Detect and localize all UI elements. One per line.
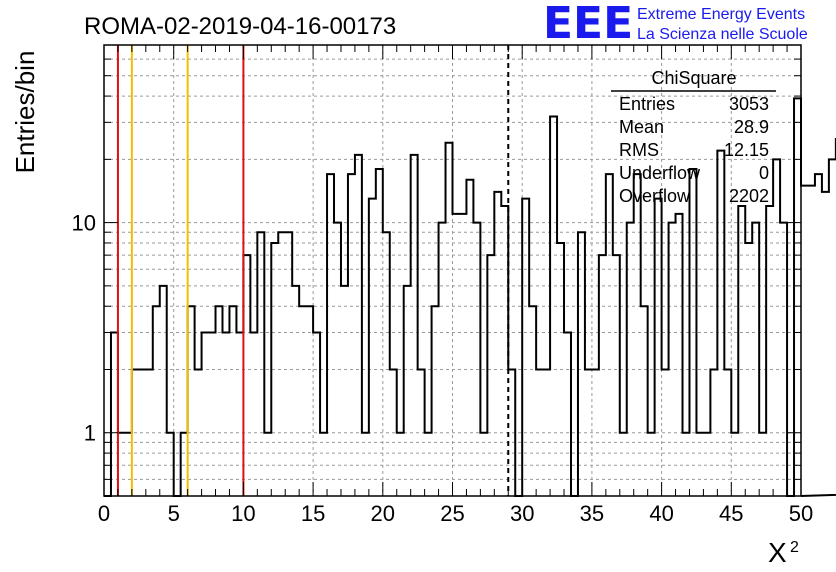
y-tick-labels: 1 10 [72, 211, 96, 446]
stats-label: Underflow [619, 163, 701, 183]
x-tick-label: 25 [440, 501, 464, 526]
stats-value: 28.9 [734, 117, 769, 137]
histogram-bars [104, 97, 836, 497]
stats-label: Entries [619, 94, 675, 114]
x-tick-label: 10 [231, 501, 255, 526]
cut-lines [116, 45, 510, 496]
stats-label: Overflow [619, 186, 691, 206]
stats-value: 12.15 [724, 140, 769, 160]
chart-title: ROMA-02-2019-04-16-00173 [84, 13, 396, 40]
x-tick-labels: 0 5 10 15 20 25 30 35 40 45 50 [98, 501, 813, 526]
y-axis-label: Entries/bin [10, 51, 40, 174]
x-axis-label: X [768, 537, 787, 568]
x-tick-label: 5 [168, 501, 180, 526]
x-tick-label: 50 [789, 501, 813, 526]
stats-label: Mean [619, 117, 664, 137]
stats-value: 2202 [729, 186, 769, 206]
eee-logo: EEE Extreme Energy Events La Scienza nel… [543, 0, 808, 49]
x-tick-label: 35 [580, 501, 604, 526]
histogram-outline [104, 97, 836, 497]
axis-ticks [103, 45, 802, 496]
x-tick-label: 30 [510, 501, 534, 526]
stats-title: ChiSquare [651, 68, 736, 88]
eee-logo-mark: EEE [543, 0, 633, 49]
y-tick-label: 1 [84, 421, 96, 446]
stats-box: ChiSquare Entries 3053 Mean 28.9 RMS 12.15 Und… [611, 68, 776, 206]
stats-value: 0 [759, 163, 769, 183]
x-axis-label-superscript: 2 [790, 539, 799, 556]
x-tick-label: 15 [301, 501, 325, 526]
x-tick-label: 20 [371, 501, 395, 526]
x-tick-label: 45 [719, 501, 743, 526]
logo-line-1: Extreme Energy Events [637, 6, 805, 23]
x-tick-label: 0 [98, 501, 110, 526]
stats-value: 3053 [729, 94, 769, 114]
stats-label: RMS [619, 140, 659, 160]
y-tick-label: 10 [72, 211, 96, 236]
x-tick-label: 40 [649, 501, 673, 526]
logo-line-2: La Scienza nelle Scuole [637, 26, 808, 43]
